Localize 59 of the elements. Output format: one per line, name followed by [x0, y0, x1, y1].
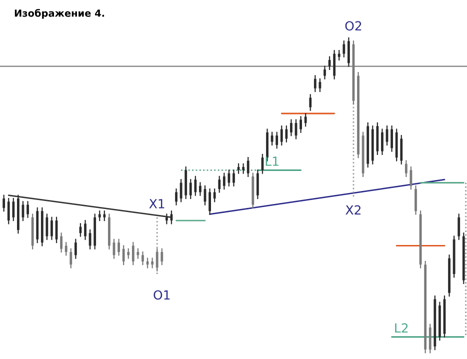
candlestick: [160, 248, 164, 266]
candlestick: [404, 160, 408, 178]
candlestick: [381, 128, 384, 155]
text: O2: [345, 21, 362, 31]
candlestick: [199, 182, 202, 196]
annotation: X1: [149, 199, 164, 208]
candlestick: [256, 170, 259, 200]
candlestick: [84, 220, 86, 240]
candlestick: [50, 216, 53, 240]
candlestick: [98, 210, 101, 222]
candlestick: [136, 248, 140, 259]
candlestick: [64, 242, 68, 256]
candlestick: [414, 185, 417, 215]
candlestick: [300, 116, 302, 133]
candlestick: [314, 75, 316, 92]
candlestick: [46, 214, 48, 240]
candlestick: [324, 66, 326, 80]
candlestick: [285, 126, 288, 142]
candlestick: [304, 112, 307, 127]
candlestick: [338, 50, 340, 61]
candlestick: [246, 157, 250, 178]
candlestick: [333, 50, 336, 80]
candlestick: [189, 179, 192, 200]
candlestick: [208, 188, 211, 215]
annotation: L2: [395, 323, 408, 333]
candlestick: [342, 40, 346, 58]
candlestick: [132, 242, 134, 266]
candlestick: [242, 163, 245, 174]
candlestick: [74, 238, 77, 259]
candlestick: [2, 194, 6, 212]
candlestick: [70, 248, 72, 268]
candlestick: [151, 258, 154, 268]
candlestick: [26, 201, 29, 218]
annotation: X2: [346, 205, 360, 215]
candlestick: [390, 126, 393, 152]
candlestick: [232, 170, 235, 186]
candlestick: [194, 176, 197, 196]
candlestick: [270, 132, 274, 146]
candlestick: [400, 134, 403, 164]
candlestick: [276, 132, 278, 149]
candlestick: [122, 245, 125, 266]
candlestick: [118, 238, 120, 256]
candlestick: [280, 126, 283, 146]
annotation: L1: [266, 156, 278, 166]
candlestick: [290, 119, 292, 136]
candlestick: [142, 251, 144, 266]
candlestick: [213, 188, 216, 202]
candlestick: [309, 94, 312, 111]
candlestick: [127, 248, 130, 259]
candlestick: [175, 188, 178, 206]
candlestick: [60, 232, 63, 253]
candlestick: [458, 214, 460, 240]
chart-title: Изображение 4.: [14, 8, 104, 19]
candlestick: [7, 198, 10, 224]
candlestick: [218, 176, 221, 193]
candlestick: [428, 324, 432, 354]
annotation: O1: [154, 290, 170, 300]
candlestick: [222, 172, 226, 190]
candlestick: [347, 37, 350, 67]
